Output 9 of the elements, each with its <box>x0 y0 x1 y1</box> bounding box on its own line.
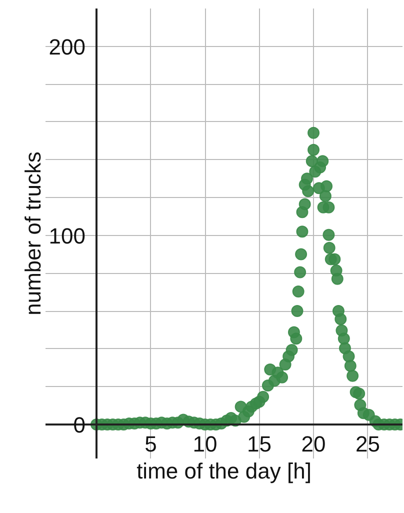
x-tick-label: 10 <box>192 431 218 456</box>
y-tick-label: 200 <box>48 34 86 60</box>
x-tick-label: 20 <box>301 431 326 456</box>
y-tick-label: 100 <box>48 223 86 248</box>
x-tick-label: 5 <box>144 431 157 456</box>
x-tick-label: 15 <box>247 431 272 456</box>
y-axis-title: number of trucks <box>20 152 46 316</box>
x-axis-title: time of the day [h] <box>136 458 312 484</box>
x-tick-label: 25 <box>356 431 380 456</box>
